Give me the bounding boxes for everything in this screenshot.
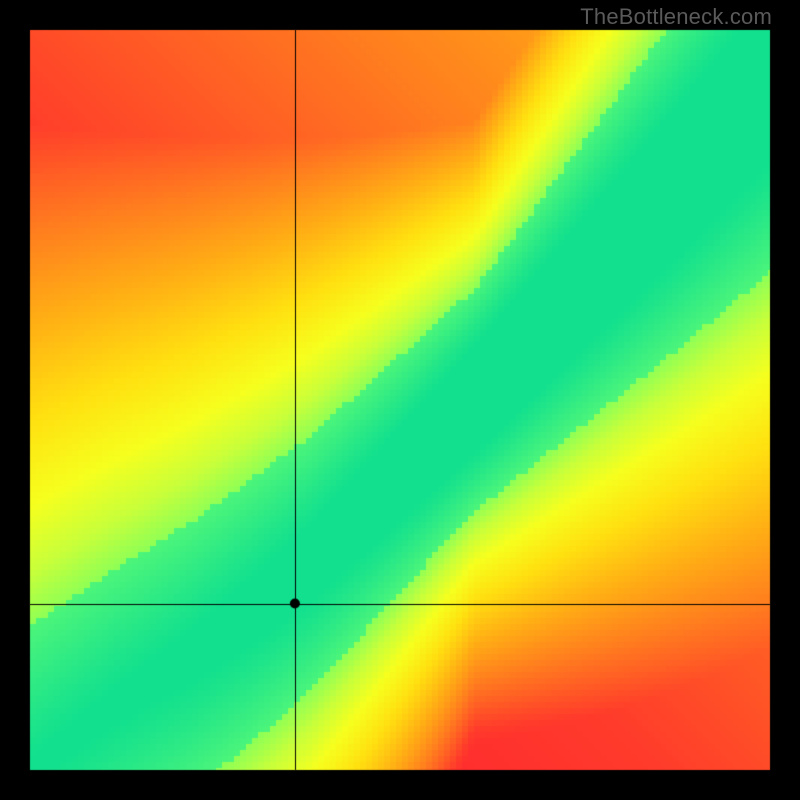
chart-container: TheBottleneck.com (0, 0, 800, 800)
watermark-text: TheBottleneck.com (580, 4, 772, 30)
crosshair-overlay (0, 0, 800, 800)
